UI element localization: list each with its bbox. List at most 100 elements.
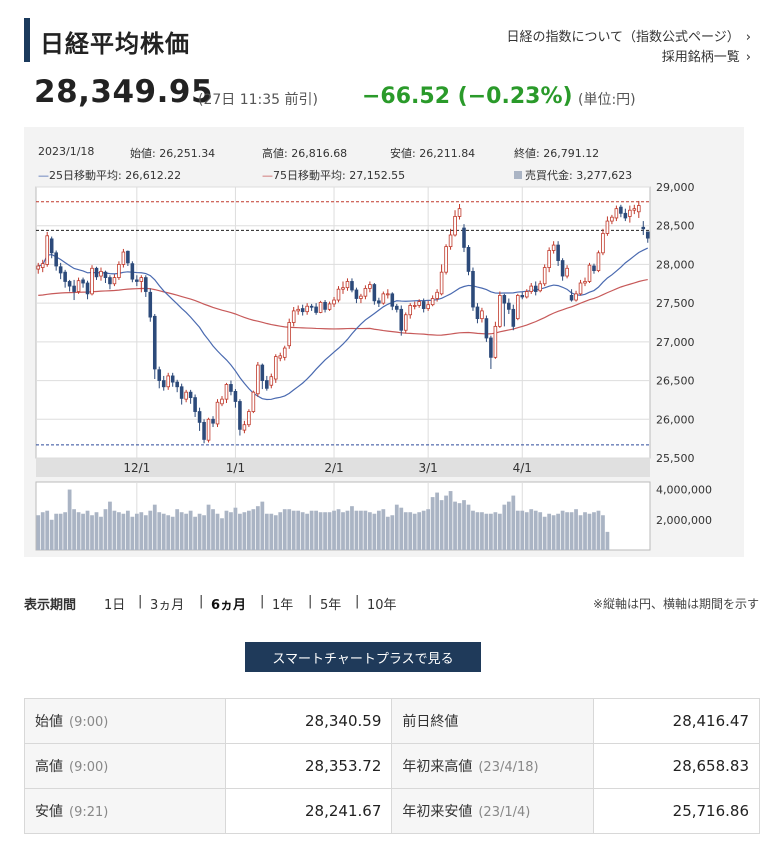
volume-bar <box>260 501 265 550</box>
volume-bar <box>565 512 569 550</box>
volume-bar <box>251 509 256 550</box>
info-ma25-text: 25日移動平均: 26,612.22 <box>49 169 182 182</box>
volume-bar <box>220 518 224 550</box>
candle-body <box>368 284 372 289</box>
volume-bar <box>193 516 197 550</box>
candle-body <box>556 244 560 261</box>
candle-body <box>412 305 417 307</box>
candle-body <box>211 418 215 424</box>
period-1y[interactable]: 1年 <box>272 598 294 613</box>
price-change: −66.52 (−0.23%) <box>362 84 573 109</box>
volume-bar <box>161 513 166 550</box>
volume-bar <box>211 509 215 550</box>
candle-body <box>637 205 641 213</box>
candle-body <box>421 301 426 309</box>
smartchart-button[interactable]: スマートチャートプラスで見る <box>245 642 481 672</box>
candle-body <box>498 294 502 327</box>
volume-bar <box>430 497 435 550</box>
constituents-link[interactable]: 採用銘柄一覧 › <box>662 46 751 65</box>
candle-body <box>99 270 103 277</box>
volume-bar <box>296 510 301 550</box>
constituents-link-label[interactable]: 採用銘柄一覧 <box>661 50 740 65</box>
volume-bar <box>502 504 507 550</box>
x-tick-label: 3/1 <box>418 461 437 475</box>
page-title: 日経平均株価 <box>40 30 190 58</box>
open-value: 28,340.59 <box>225 698 393 744</box>
open-time: (9:00) <box>69 715 109 730</box>
info-date: 2023/1/18 <box>38 145 95 158</box>
volume-bar <box>605 531 610 550</box>
info-volume: 売買代金: 3,277,623 <box>514 167 632 183</box>
volume-bar <box>390 515 395 550</box>
candle-body <box>126 250 130 264</box>
candle-body <box>152 315 157 370</box>
volume-bar <box>112 510 117 550</box>
volume-bar <box>453 501 457 550</box>
candle-body <box>426 304 430 309</box>
volume-bar <box>134 513 139 550</box>
candle-body <box>551 244 556 251</box>
current-price: 28,349.95 <box>34 74 214 110</box>
candlestick-chart[interactable]: 29,000 28,500 28,000 27,500 27,000 26,500 26,0… <box>24 127 744 557</box>
high-value: 28,353.72 <box>225 743 393 789</box>
candle-body <box>547 250 551 268</box>
volume-bar <box>574 509 578 550</box>
table-row: 高値 (9:00) 28,353.72 年初来高値 (23/4/18) 28,658… <box>23 743 761 789</box>
index-info-link-label[interactable]: 日経の指数について（指数公式ページ） <box>506 30 740 45</box>
volume-bar <box>269 513 274 550</box>
volume-bar <box>421 510 426 550</box>
candle-body <box>256 364 260 395</box>
candle-body <box>72 285 76 292</box>
candle-body <box>323 301 327 310</box>
volume-bar <box>148 510 153 550</box>
volume-bar <box>327 512 332 550</box>
candle-body <box>592 265 596 272</box>
candle-body <box>345 281 350 289</box>
candle-body <box>605 220 610 234</box>
candle-body <box>269 376 274 386</box>
volume-bar <box>417 512 422 550</box>
period-3m[interactable]: 3ヵ月 <box>150 598 185 613</box>
volume-bar <box>238 513 242 550</box>
info-ma25: —25日移動平均: 26,612.22 <box>38 167 181 183</box>
candle-body <box>40 263 45 268</box>
candle-body <box>139 277 144 282</box>
candle-body <box>161 380 166 388</box>
candle-body <box>247 411 251 426</box>
volume-bar <box>524 512 529 550</box>
candle-body <box>439 271 444 295</box>
candle-body <box>507 302 511 310</box>
candle-body <box>135 279 139 282</box>
candle-body <box>193 397 197 412</box>
volume-bar <box>385 516 390 550</box>
price-time: (27日 11:35 前引) <box>198 92 318 108</box>
volume-bar <box>583 512 587 550</box>
volume-bar <box>139 512 144 550</box>
candle-body <box>215 401 220 425</box>
candle-body <box>511 308 516 327</box>
candle-body <box>85 282 90 295</box>
volume-bar <box>224 510 229 550</box>
price-plot-area <box>35 186 651 459</box>
period-1d[interactable]: 1日 <box>104 598 126 613</box>
ytd-low-label: 年初来安値 <box>402 804 473 820</box>
volume-bar <box>515 510 520 550</box>
period-6m[interactable]: 6ヵ月 <box>211 598 247 613</box>
volume-bar <box>506 501 511 550</box>
index-info-link[interactable]: 日経の指数について（指数公式ページ） › <box>506 26 751 45</box>
candle-body <box>377 300 381 304</box>
volume-bar <box>202 515 206 550</box>
candle-body <box>265 380 269 389</box>
volume-bar <box>332 510 336 550</box>
candle-body <box>327 303 332 310</box>
volume-bar <box>157 512 162 550</box>
candle-body <box>202 421 206 440</box>
chevron-right-icon: › <box>745 30 751 45</box>
volume-bar <box>484 513 489 550</box>
candle-body <box>188 391 193 399</box>
period-10y[interactable]: 10年 <box>367 598 397 613</box>
volume-bar <box>578 515 583 550</box>
period-5y[interactable]: 5年 <box>320 598 342 613</box>
candle-body <box>560 260 565 277</box>
candle-body <box>610 216 614 222</box>
